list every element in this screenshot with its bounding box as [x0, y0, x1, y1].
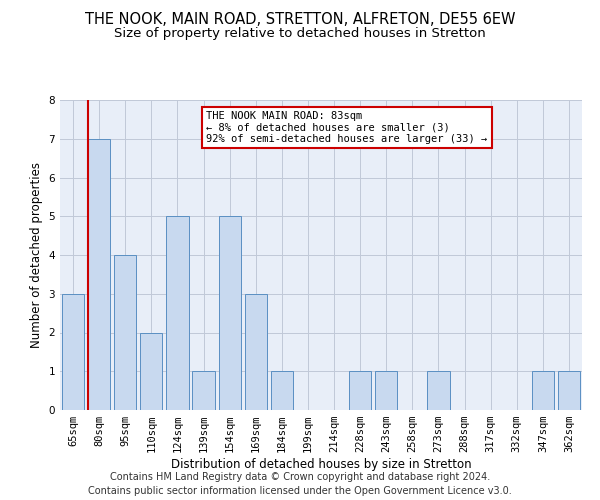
Bar — [140, 332, 163, 410]
Bar — [245, 294, 267, 410]
Bar — [427, 371, 449, 410]
Bar — [558, 371, 580, 410]
Y-axis label: Number of detached properties: Number of detached properties — [30, 162, 43, 348]
Text: THE NOOK MAIN ROAD: 83sqm
← 8% of detached houses are smaller (3)
92% of semi-de: THE NOOK MAIN ROAD: 83sqm ← 8% of detach… — [206, 111, 487, 144]
Text: Contains public sector information licensed under the Open Government Licence v3: Contains public sector information licen… — [88, 486, 512, 496]
Bar — [532, 371, 554, 410]
Text: Size of property relative to detached houses in Stretton: Size of property relative to detached ho… — [114, 28, 486, 40]
Text: Contains HM Land Registry data © Crown copyright and database right 2024.: Contains HM Land Registry data © Crown c… — [110, 472, 490, 482]
Bar — [218, 216, 241, 410]
Bar — [114, 255, 136, 410]
X-axis label: Distribution of detached houses by size in Stretton: Distribution of detached houses by size … — [170, 458, 472, 471]
Bar — [193, 371, 215, 410]
Bar — [88, 138, 110, 410]
Bar — [166, 216, 188, 410]
Text: THE NOOK, MAIN ROAD, STRETTON, ALFRETON, DE55 6EW: THE NOOK, MAIN ROAD, STRETTON, ALFRETON,… — [85, 12, 515, 28]
Bar — [349, 371, 371, 410]
Bar — [271, 371, 293, 410]
Bar — [375, 371, 397, 410]
Bar — [62, 294, 84, 410]
